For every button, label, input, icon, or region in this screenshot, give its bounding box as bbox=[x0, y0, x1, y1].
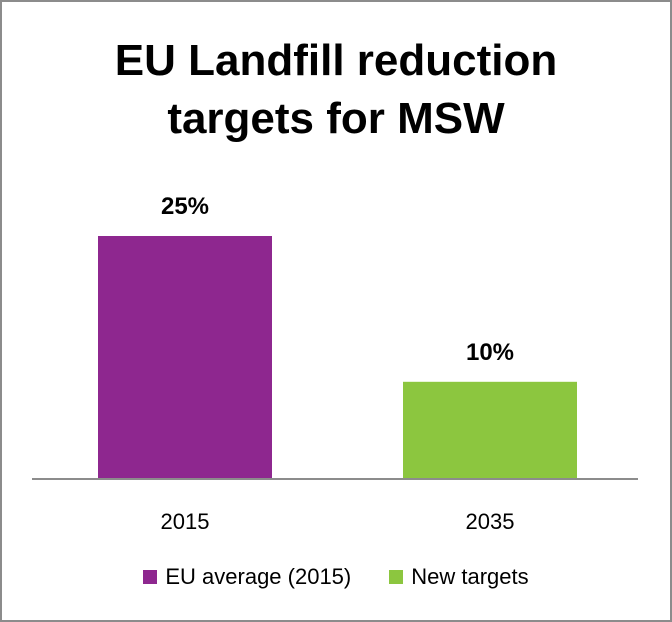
chart-title: EU Landfill reduction targets for MSW bbox=[2, 32, 670, 148]
legend-item-new-targets: New targets bbox=[389, 564, 529, 590]
bar-eu-average-2015 bbox=[98, 236, 272, 479]
chart-title-line-2: targets for MSW bbox=[167, 94, 505, 143]
legend-item-eu-average: EU average (2015) bbox=[143, 564, 351, 590]
chart-title-line-1: EU Landfill reduction bbox=[114, 36, 558, 85]
data-label-2035: 10% bbox=[466, 339, 514, 366]
chart-legend: EU average (2015) New targets bbox=[2, 564, 670, 590]
data-label-2015: 25% bbox=[161, 193, 209, 220]
legend-swatch-new-targets bbox=[389, 570, 404, 584]
x-tick-label-2015: 2015 bbox=[161, 509, 210, 534]
x-tick-label-2035: 2035 bbox=[466, 509, 515, 534]
legend-label-new-targets: New targets bbox=[411, 564, 529, 589]
legend-swatch-eu-average bbox=[143, 570, 158, 584]
legend-label-eu-average: EU average (2015) bbox=[165, 564, 352, 589]
bar-new-targets bbox=[403, 381, 577, 479]
